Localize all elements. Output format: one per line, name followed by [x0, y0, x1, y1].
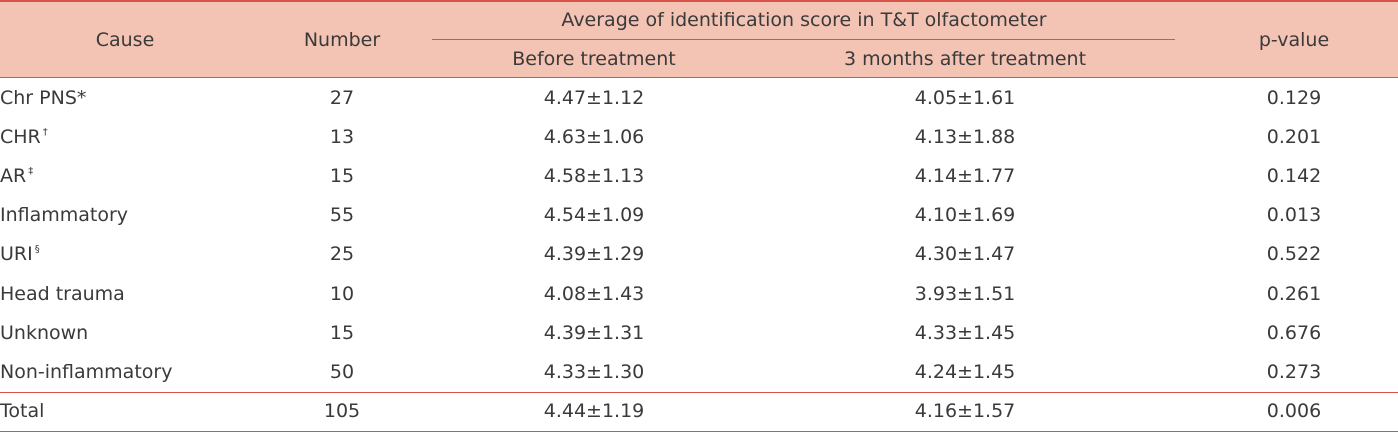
- pvalue-cell: 0.522: [1266, 243, 1322, 266]
- group-rule: [432, 39, 1175, 40]
- cause-cell: URI §: [0, 243, 40, 266]
- after-cell: 4.24±1.45: [914, 361, 1016, 383]
- after-cell: 4.13±1.88: [914, 125, 1016, 148]
- before-cell: 4.39±1.29: [543, 243, 645, 266]
- header-cell: p-value: [1258, 29, 1330, 51]
- number-cell: 15: [329, 165, 355, 187]
- pvalue-cell: 0.676: [1266, 321, 1322, 344]
- after-cell: 4.05±1.61: [914, 86, 1016, 109]
- header-cell: 3 months after treatment: [843, 48, 1087, 70]
- before-cell: 4.44±1.19: [543, 400, 645, 423]
- before-cell: 4.39±1.31: [543, 321, 645, 344]
- number-cell: 15: [329, 321, 355, 344]
- cause-cell: CHR †: [0, 125, 48, 148]
- pvalue-cell: 0.142: [1266, 165, 1322, 187]
- header-cell: Before treatment: [512, 48, 676, 70]
- pvalue-cell: 0.261: [1266, 282, 1322, 305]
- pvalue-cell: 0.201: [1266, 125, 1322, 148]
- cause-cell: Total: [0, 400, 45, 423]
- before-cell: 4.54±1.09: [543, 204, 645, 227]
- cause-cell: Chr PNS*: [0, 86, 87, 109]
- pvalue-cell: 0.006: [1266, 400, 1322, 423]
- after-cell: 4.14±1.77: [914, 165, 1016, 187]
- number-cell: 55: [329, 204, 355, 227]
- pvalue-cell: 0.013: [1266, 204, 1322, 227]
- bottom-rule: [0, 430, 1398, 432]
- header-cell: Cause: [95, 29, 155, 51]
- after-cell: 4.10±1.69: [914, 204, 1016, 227]
- before-cell: 4.08±1.43: [543, 282, 645, 305]
- cause-cell: Inflammatory: [0, 204, 129, 227]
- footnote-mark: §: [34, 244, 40, 256]
- number-cell: 50: [329, 361, 355, 383]
- number-cell: 13: [329, 125, 355, 148]
- cause-cell: AR ‡: [0, 165, 34, 187]
- header-cell: Number: [303, 29, 381, 51]
- number-cell: 10: [329, 282, 355, 305]
- row-rule: [0, 391, 1398, 393]
- pvalue-cell: 0.129: [1266, 86, 1322, 109]
- cause-cell: Unknown: [0, 321, 89, 344]
- header-cell: Average of identification score in T&T o…: [561, 9, 1047, 31]
- cause-cell: Non-inflammatory: [0, 361, 173, 383]
- footnote-mark: ‡: [28, 166, 34, 177]
- number-cell: 25: [329, 243, 355, 266]
- after-cell: 3.93±1.51: [914, 282, 1016, 305]
- after-cell: 4.16±1.57: [914, 400, 1016, 423]
- before-cell: 4.58±1.13: [543, 165, 645, 187]
- cause-cell: Head trauma: [0, 282, 125, 305]
- number-cell: 105: [323, 400, 361, 423]
- after-cell: 4.33±1.45: [914, 321, 1016, 344]
- before-cell: 4.33±1.30: [543, 361, 645, 383]
- after-cell: 4.30±1.47: [914, 243, 1016, 266]
- before-cell: 4.63±1.06: [543, 125, 645, 148]
- number-cell: 27: [329, 86, 355, 109]
- before-cell: 4.47±1.12: [543, 86, 645, 109]
- footnote-mark: †: [42, 126, 48, 138]
- pvalue-cell: 0.273: [1266, 361, 1322, 383]
